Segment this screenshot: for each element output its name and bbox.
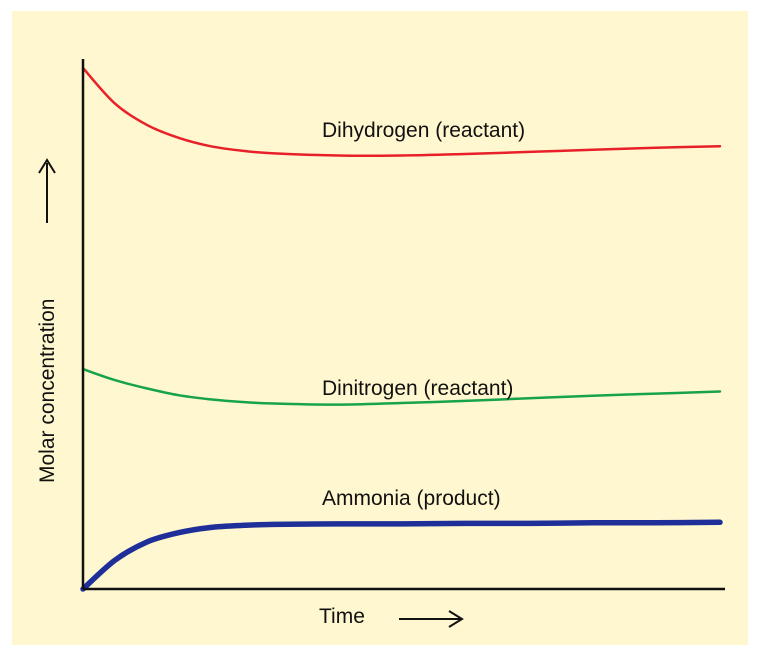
series-line-ammonia <box>80 519 723 592</box>
series-label-ammonia: Ammonia (product) <box>322 487 501 510</box>
x-axis-label: Time <box>319 605 365 628</box>
series-labels: Dihydrogen (reactant) Dinitrogen (reacta… <box>322 119 525 510</box>
chart-background <box>12 11 748 645</box>
series-label-dinitrogen: Dinitrogen (reactant) <box>322 377 513 400</box>
chart-panel: Dihydrogen (reactant) Dinitrogen (reacta… <box>12 11 748 645</box>
series-line-dihydrogen <box>81 66 722 158</box>
series-label-dihydrogen: Dihydrogen (reactant) <box>322 119 525 142</box>
chart-svg: Dihydrogen (reactant) Dinitrogen (reacta… <box>12 11 748 645</box>
series-line-dinitrogen <box>81 367 722 406</box>
y-axis-arrow-icon <box>38 158 56 223</box>
x-axis-arrow-icon <box>399 610 464 628</box>
y-axis-label: Molar concentration <box>36 299 59 483</box>
series-layer <box>80 66 723 592</box>
